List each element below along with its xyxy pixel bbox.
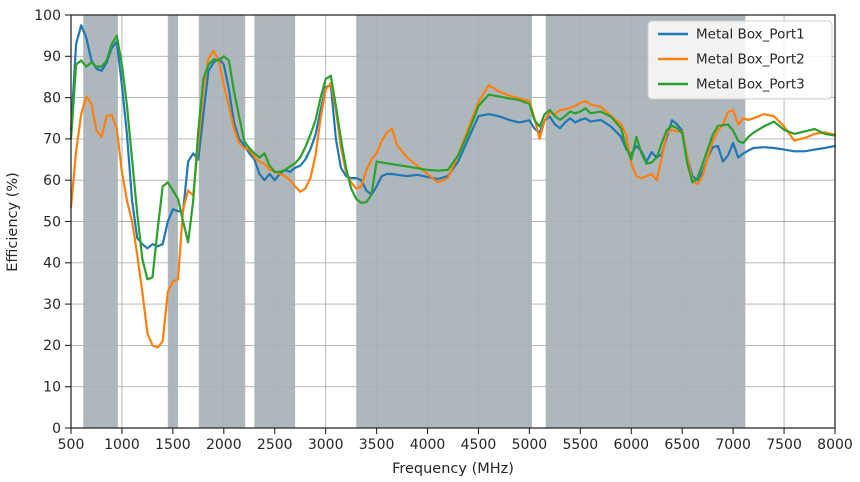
x-tick-label: 3500 xyxy=(359,437,395,453)
x-tick-label: 7000 xyxy=(715,437,751,453)
x-tick-label: 500 xyxy=(58,437,85,453)
x-tick-label: 8000 xyxy=(817,437,853,453)
y-tick-label: 90 xyxy=(43,49,61,65)
y-tick-label: 60 xyxy=(43,173,61,189)
x-tick-label: 5500 xyxy=(563,437,599,453)
y-tick-label: 0 xyxy=(52,421,61,437)
legend-box xyxy=(647,20,833,100)
y-tick-label: 20 xyxy=(43,338,61,354)
x-tick-label: 2500 xyxy=(257,437,293,453)
series-layer xyxy=(69,24,837,349)
legend-label-2: Metal Box_Port2 xyxy=(696,52,805,68)
legend: Metal Box_Port1 Metal Box_Port2 Metal Box_… xyxy=(647,20,833,100)
y-tick-label: 100 xyxy=(34,8,61,24)
series-line-metal-box-port3 xyxy=(69,34,837,281)
y-tick-label: 30 xyxy=(43,297,61,313)
x-tick-label: 6000 xyxy=(613,437,649,453)
y-tick-label: 50 xyxy=(43,214,61,230)
x-tick-label: 5000 xyxy=(512,437,548,453)
y-tick-label: 80 xyxy=(43,90,61,106)
y-tick-label: 70 xyxy=(43,132,61,148)
x-tick-label: 7500 xyxy=(766,437,802,453)
x-tick-label: 4500 xyxy=(461,437,497,453)
x-tick-label: 1500 xyxy=(155,437,191,453)
y-axis-label: Efficiency (%) xyxy=(5,172,21,272)
x-tick-label: 6500 xyxy=(664,437,700,453)
x-tick-label: 2000 xyxy=(206,437,242,453)
legend-label-3: Metal Box_Port3 xyxy=(696,77,805,93)
x-axis-label: Frequency (MHz) xyxy=(392,461,514,477)
y-tick-label: 10 xyxy=(43,380,61,396)
axis-ticks-layer: 500 1000 1500 2000 2500 3000 3500 4000 4500 5000 5… xyxy=(34,8,853,453)
x-tick-label: 4000 xyxy=(410,437,446,453)
x-tick-label: 3000 xyxy=(308,437,344,453)
x-tick-label: 1000 xyxy=(104,437,140,453)
y-tick-label: 40 xyxy=(43,256,61,272)
legend-label-1: Metal Box_Port1 xyxy=(696,27,805,43)
